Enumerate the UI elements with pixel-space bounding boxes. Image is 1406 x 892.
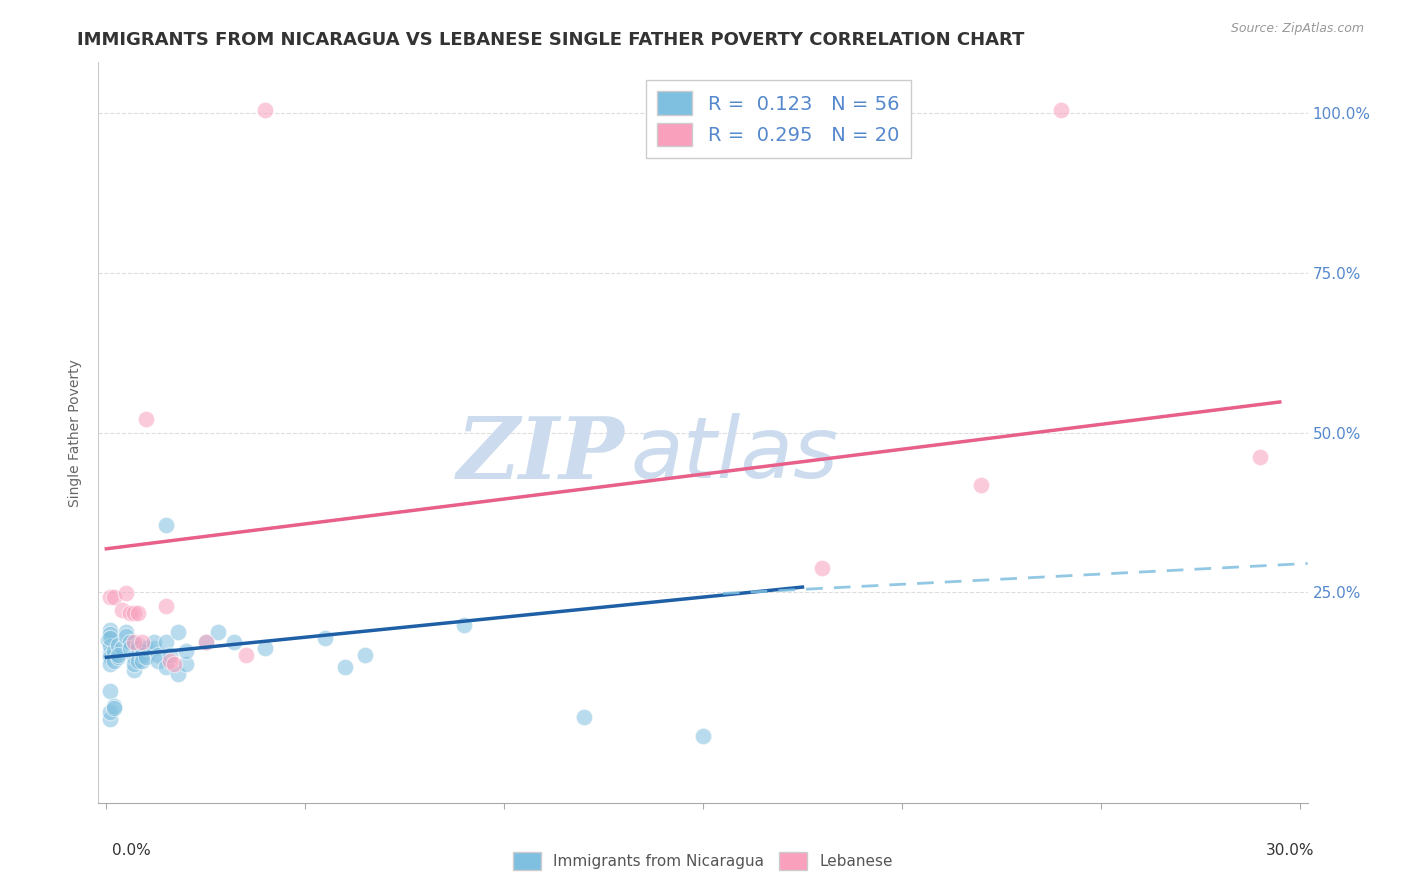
Point <box>692 729 714 743</box>
Point <box>107 638 129 652</box>
Point <box>167 624 190 639</box>
Point <box>120 606 142 620</box>
Point <box>146 654 169 668</box>
Point <box>235 648 257 662</box>
Point <box>103 654 125 668</box>
Point <box>135 641 157 656</box>
Point <box>103 644 125 658</box>
Point <box>111 640 134 655</box>
Text: IMMIGRANTS FROM NICARAGUA VS LEBANESE SINGLE FATHER POVERTY CORRELATION CHART: IMMIGRANTS FROM NICARAGUA VS LEBANESE SI… <box>77 31 1025 49</box>
Point <box>107 650 129 665</box>
Text: 30.0%: 30.0% <box>1267 843 1315 858</box>
Point <box>115 624 138 639</box>
Point <box>127 641 149 656</box>
Point <box>167 666 190 681</box>
Point <box>572 709 595 723</box>
Point <box>314 631 336 645</box>
Point <box>98 650 121 665</box>
Point <box>1249 450 1271 464</box>
Point <box>207 624 229 639</box>
Point <box>98 591 121 605</box>
Point <box>143 635 166 649</box>
Point <box>115 629 138 643</box>
Point <box>159 648 181 662</box>
Legend: Immigrants from Nicaragua, Lebanese: Immigrants from Nicaragua, Lebanese <box>508 846 898 877</box>
Point <box>155 599 177 614</box>
Point <box>98 626 121 640</box>
Point <box>159 654 181 668</box>
Text: ZIP: ZIP <box>457 413 624 497</box>
Point <box>1050 103 1073 118</box>
Point <box>122 650 145 665</box>
Point <box>127 638 149 652</box>
Point <box>146 648 169 662</box>
Point <box>122 663 145 677</box>
Point <box>143 641 166 656</box>
Point <box>107 648 129 662</box>
Point <box>811 561 834 575</box>
Point <box>115 586 138 600</box>
Point <box>103 591 125 605</box>
Point <box>122 657 145 671</box>
Point <box>103 698 125 713</box>
Point <box>163 657 186 671</box>
Point <box>135 650 157 665</box>
Point <box>131 648 153 662</box>
Point <box>174 644 197 658</box>
Point <box>127 654 149 668</box>
Point <box>98 712 121 726</box>
Y-axis label: Single Father Poverty: Single Father Poverty <box>69 359 83 507</box>
Point <box>222 635 245 649</box>
Point <box>98 624 121 638</box>
Text: 0.0%: 0.0% <box>112 843 152 858</box>
Point <box>194 635 217 649</box>
Text: atlas: atlas <box>630 413 838 496</box>
Point <box>127 606 149 620</box>
Point <box>155 635 177 649</box>
Point <box>970 478 993 492</box>
Point <box>98 657 121 671</box>
Point <box>155 518 177 533</box>
Point <box>98 631 121 645</box>
Point <box>333 660 356 674</box>
Point <box>254 103 277 118</box>
Point <box>98 646 121 660</box>
Point <box>120 635 142 649</box>
Point <box>120 641 142 656</box>
Point <box>122 606 145 620</box>
Point <box>155 660 177 674</box>
Point <box>135 411 157 425</box>
Point <box>122 635 145 649</box>
Point <box>174 657 197 671</box>
Point <box>453 618 475 632</box>
Point <box>354 648 377 662</box>
Point <box>131 654 153 668</box>
Point <box>254 641 277 656</box>
Point <box>97 633 120 648</box>
Point <box>98 705 121 719</box>
Point <box>98 640 121 654</box>
Point <box>103 701 125 715</box>
Point <box>98 684 121 698</box>
Point <box>194 635 217 649</box>
Point <box>131 644 153 658</box>
Point <box>111 603 134 617</box>
Point <box>131 635 153 649</box>
Text: Source: ZipAtlas.com: Source: ZipAtlas.com <box>1230 22 1364 36</box>
